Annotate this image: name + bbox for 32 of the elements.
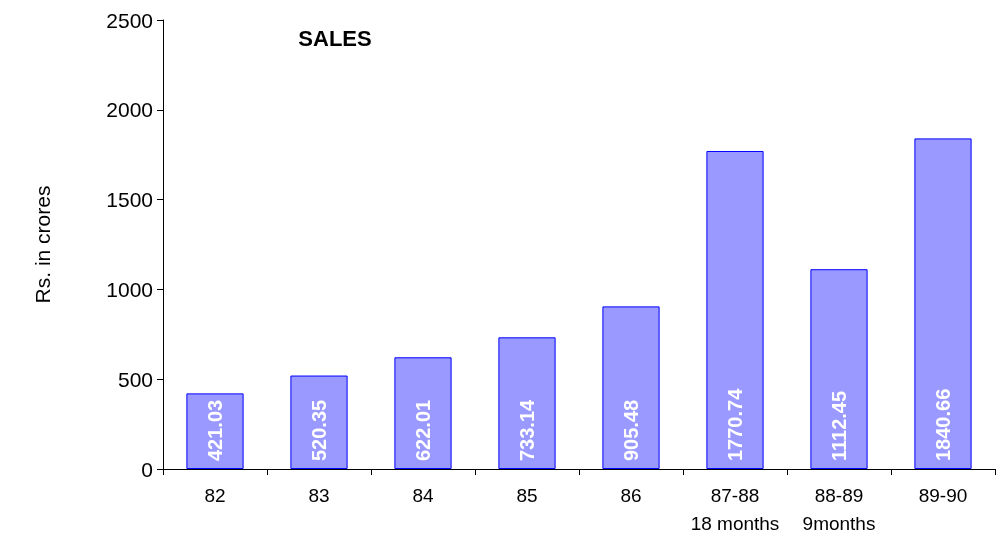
y-axis-title: Rs. in crores	[31, 185, 54, 304]
chart-title: SALES	[298, 25, 372, 51]
data-label: 1770.74	[724, 387, 746, 461]
data-label: 1112.45	[828, 390, 850, 461]
bar	[706, 150, 764, 469]
bar	[394, 357, 452, 469]
x-tick-label: 84	[412, 484, 434, 506]
x-tick-label: 88-89 9months	[802, 484, 876, 534]
y-tick-label: 500	[117, 367, 153, 391]
bar	[602, 306, 660, 469]
bar	[914, 138, 972, 469]
data-label: 520.35	[308, 399, 330, 461]
x-tick-label: 85	[516, 484, 538, 506]
data-label: 1840.66	[932, 388, 954, 461]
y-tick-label: 2500	[106, 8, 153, 32]
x-tick-label: 83	[308, 484, 330, 506]
data-label: 421.03	[204, 399, 226, 461]
data-label: 733.14	[516, 398, 538, 461]
y-tick-label: 0	[141, 457, 153, 481]
x-tick-label: 89-90	[918, 484, 968, 506]
data-label: 622.01	[412, 399, 434, 461]
y-tick-label: 1000	[106, 277, 153, 301]
x-tick-label: 87-88 18 months	[690, 484, 780, 534]
x-tick-label: 82	[204, 484, 226, 506]
y-tick-label: 1500	[106, 188, 153, 212]
data-label: 905.48	[620, 399, 642, 461]
x-tick-label: 86	[620, 484, 642, 506]
y-tick-label: 2000	[106, 98, 153, 122]
bar	[186, 393, 244, 469]
bar	[498, 337, 556, 469]
bar	[290, 375, 348, 469]
bar	[810, 269, 868, 469]
